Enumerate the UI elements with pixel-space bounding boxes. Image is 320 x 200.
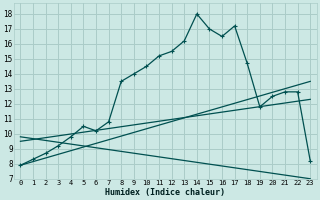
X-axis label: Humidex (Indice chaleur): Humidex (Indice chaleur): [105, 188, 225, 197]
